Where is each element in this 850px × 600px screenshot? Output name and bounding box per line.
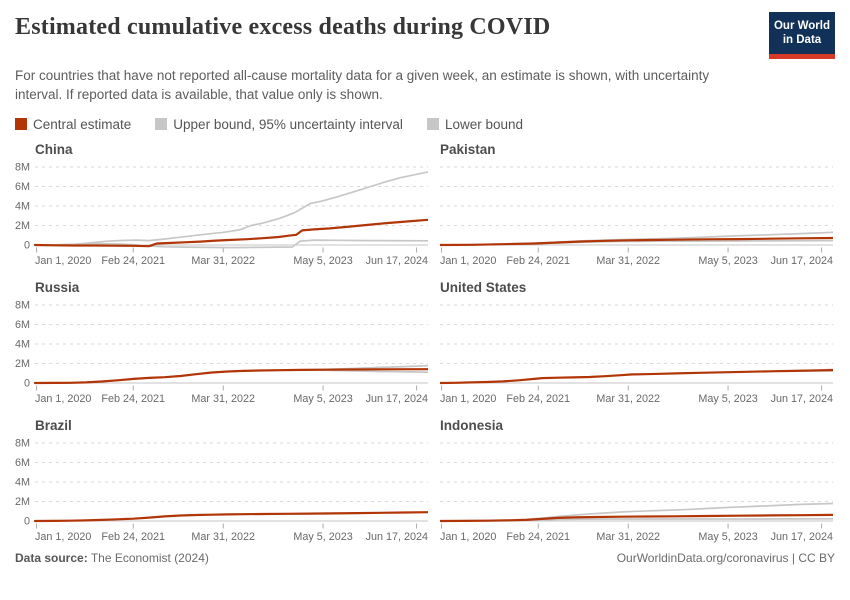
y-axis-tick-label: 0 — [24, 377, 30, 389]
x-axis-tick-label: May 5, 2023 — [293, 255, 352, 267]
x-axis-tick-label: Jun 17, 2024 — [771, 531, 833, 543]
owid-logo-line1: Our World — [773, 20, 830, 32]
data-source-value: The Economist (2024) — [87, 550, 209, 565]
y-axis-tick-label: 4M — [15, 338, 30, 350]
central-estimate-line — [440, 236, 833, 246]
page-title: Estimated cumulative excess deaths durin… — [15, 14, 551, 40]
y-axis-tick-label: 2M — [15, 358, 30, 370]
x-axis-tick-label: Mar 31, 2022 — [596, 531, 660, 543]
x-axis-tick-label: Mar 31, 2022 — [596, 393, 660, 405]
chart-indonesia: Indonesia Jan 1, 2020 Feb 24, 2021 Mar 31, … — [440, 418, 833, 545]
x-axis-tick-label: May 5, 2023 — [698, 393, 757, 405]
x-axis-tick-label: Jan 1, 2020 — [35, 255, 91, 267]
legend-label: Central estimate — [33, 116, 132, 132]
central-estimate-line — [33, 510, 428, 522]
y-axis-tick-label: 8M — [15, 161, 30, 173]
chart-plot-area: 8M 6M 4M 2M 0 Jan 1, 2020 Feb 24, 2021 Mar 31, … — [15, 437, 428, 543]
x-axis-tick-label: May 5, 2023 — [293, 393, 352, 405]
legend-label: Upper bound, 95% uncertainty interval — [173, 116, 403, 132]
chart-country-title: Indonesia — [440, 417, 504, 433]
chart-brazil: Brazil 8M 6M 4M 2M 0 Jan 1, 2020 Feb 24, 2021 Ma… — [15, 418, 428, 545]
y-axis-tick-label: 6M — [15, 319, 30, 331]
x-axis-tick-label: May 5, 2023 — [698, 531, 757, 543]
x-axis-tick-label: Jun 17, 2024 — [771, 255, 833, 267]
central-estimate-line — [33, 367, 428, 384]
legend-item-lower-bound: Lower bound — [426, 116, 523, 132]
lower-bound-line — [34, 239, 428, 249]
y-axis-tick-label: 8M — [15, 437, 30, 449]
x-axis-tick-label: Jun 17, 2024 — [366, 531, 428, 543]
chart-plot-area: Jan 1, 2020 Feb 24, 2021 Mar 31, 2022 May 5… — [440, 304, 833, 405]
y-axis-tick-label: 6M — [15, 181, 30, 193]
lower-bound-swatch-icon — [426, 118, 439, 131]
chart-pakistan: Pakistan Jan 1, 2020 Feb 24, 2021 Mar 31, 2… — [440, 142, 833, 269]
chart-header: Estimated cumulative excess deaths durin… — [0, 0, 850, 132]
upper-bound-line — [34, 364, 428, 384]
legend: Central estimate Upper bound, 95% uncert… — [15, 117, 835, 132]
owid-logo: Our World in Data — [769, 12, 835, 59]
x-axis-tick-label: Feb 24, 2021 — [101, 393, 165, 405]
x-axis-tick-label: May 5, 2023 — [293, 531, 352, 543]
chart-subtitle: For countries that have not reported all… — [15, 67, 710, 103]
charts-grid: China 8M 6M 4M 2M 0 Jan 1, 2020 Feb 24, 2021 Mar… — [0, 142, 850, 545]
y-axis-tick-label: 4M — [15, 476, 30, 488]
legend-label: Lower bound — [444, 116, 523, 132]
x-axis-tick-label: Feb 24, 2021 — [506, 531, 570, 543]
chart-country-title: China — [35, 141, 73, 157]
upper-bound-swatch-icon — [155, 118, 168, 131]
y-axis-tick-label: 4M — [15, 200, 30, 212]
chart-country-title: Russia — [35, 279, 80, 295]
x-axis-tick-label: Feb 24, 2021 — [101, 255, 165, 267]
x-axis-tick-label: May 5, 2023 — [698, 255, 757, 267]
chart-plot-area: Jan 1, 2020 Feb 24, 2021 Mar 31, 2022 May 5… — [440, 442, 833, 543]
x-axis-tick-label: Jan 1, 2020 — [440, 255, 496, 267]
x-axis-tick-label: Jan 1, 2020 — [35, 393, 91, 405]
owid-logo-line2: in Data — [782, 34, 822, 47]
chart-plot-area: 8M 6M 4M 2M 0 Jan 1, 2020 Feb 24, 2021 Mar 31, … — [15, 161, 428, 267]
chart-plot-area: Jan 1, 2020 Feb 24, 2021 Mar 31, 2022 May 5… — [440, 166, 833, 267]
upper-bound-line — [34, 170, 428, 246]
x-axis-tick-label: Jan 1, 2020 — [440, 531, 496, 543]
x-axis-tick-label: Mar 31, 2022 — [191, 255, 255, 267]
x-axis-tick-label: Mar 31, 2022 — [191, 393, 255, 405]
y-axis-tick-label: 2M — [15, 496, 30, 508]
central-estimate-line — [440, 513, 833, 522]
x-axis-tick-label: Jan 1, 2020 — [35, 531, 91, 543]
x-axis-tick-label: Mar 31, 2022 — [596, 255, 660, 267]
legend-item-central: Central estimate — [15, 117, 131, 132]
legend-item-upper-bound: Upper bound, 95% uncertainty interval — [155, 117, 403, 132]
chart-footer: Data source: The Economist (2024) OurWor… — [0, 545, 850, 565]
y-axis-tick-label: 2M — [15, 220, 30, 232]
chart-country-title: Brazil — [35, 417, 72, 433]
central-estimate-line — [440, 368, 833, 384]
y-axis-tick-label: 6M — [15, 457, 30, 469]
data-source: Data source: The Economist (2024) — [15, 551, 209, 565]
owid-credit-link[interactable]: OurWorldinData.org/coronavirus | CC BY — [616, 550, 835, 565]
x-axis-tick-label: Mar 31, 2022 — [191, 531, 255, 543]
x-axis-tick-label: Jun 17, 2024 — [366, 255, 428, 267]
central-estimate-line — [33, 218, 428, 248]
chart-country-title: United States — [440, 279, 527, 295]
x-axis-tick-label: Feb 24, 2021 — [506, 393, 570, 405]
y-axis-tick-label: 0 — [24, 239, 30, 251]
x-axis-tick-label: Jun 17, 2024 — [366, 393, 428, 405]
y-axis-tick-label: 8M — [15, 299, 30, 311]
chart-china: China 8M 6M 4M 2M 0 Jan 1, 2020 Feb 24, 2021 Mar… — [15, 142, 428, 269]
data-source-label: Data source: — [15, 550, 88, 565]
chart-country-title: Pakistan — [440, 141, 496, 157]
x-axis-tick-label: Jun 17, 2024 — [771, 393, 833, 405]
y-axis-tick-label: 0 — [24, 515, 30, 527]
central-estimate-swatch-icon — [15, 118, 27, 131]
chart-russia: Russia 8M 6M 4M 2M 0 Jan 1, 2020 Feb 24, 2021 Ma… — [15, 280, 428, 407]
chart-plot-area: 8M 6M 4M 2M 0 Jan 1, 2020 Feb 24, 2021 Mar 31, … — [15, 299, 428, 405]
x-axis-tick-label: Feb 24, 2021 — [101, 531, 165, 543]
x-axis-tick-label: Jan 1, 2020 — [440, 393, 496, 405]
x-axis-tick-label: Feb 24, 2021 — [506, 255, 570, 267]
chart-united-states: United States Jan 1, 2020 Feb 24, 2021 Mar … — [440, 280, 833, 407]
